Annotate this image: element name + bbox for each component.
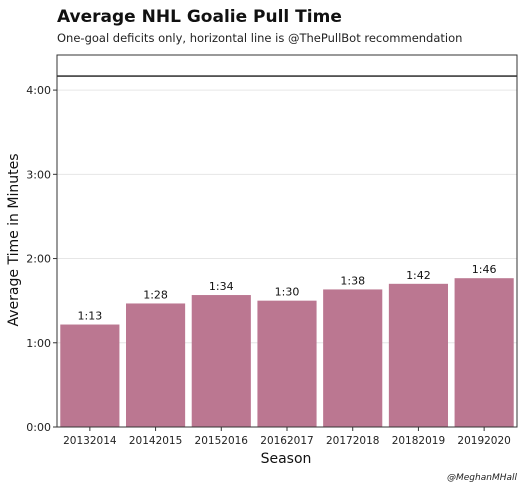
bar-20162017 bbox=[257, 300, 317, 427]
bar-20182019 bbox=[388, 283, 448, 427]
x-tick-label: 20162017 bbox=[260, 435, 313, 447]
x-axis-label: Season bbox=[260, 451, 312, 467]
data-label: 1:46 bbox=[472, 263, 497, 276]
data-label: 1:28 bbox=[143, 288, 168, 301]
data-label: 1:13 bbox=[78, 310, 103, 323]
data-label: 1:34 bbox=[209, 280, 234, 293]
bar-20172018 bbox=[323, 289, 383, 427]
bar-20152016 bbox=[191, 295, 251, 427]
bar-20142015 bbox=[126, 303, 186, 427]
data-label: 1:42 bbox=[406, 269, 431, 282]
x-tick-label: 20182019 bbox=[392, 435, 445, 447]
data-label: 1:38 bbox=[340, 274, 365, 287]
y-tick-label: 3:00 bbox=[26, 168, 51, 181]
y-tick-label: 2:00 bbox=[26, 253, 51, 266]
chart-title: Average NHL Goalie Pull Time bbox=[57, 7, 342, 27]
y-tick-label: 1:00 bbox=[26, 337, 51, 350]
chart-subtitle: One-goal deficits only, horizontal line … bbox=[57, 31, 463, 45]
x-tick-label: 20152016 bbox=[195, 435, 249, 447]
x-tick-label: 20192020 bbox=[457, 435, 510, 447]
y-tick-label: 4:00 bbox=[26, 84, 51, 97]
y-tick-label: 0:00 bbox=[26, 421, 51, 434]
bar-20132014 bbox=[60, 324, 120, 427]
x-tick-label: 20142015 bbox=[129, 435, 182, 447]
credit-text: @MeghanMHall bbox=[447, 473, 517, 483]
plot-frame bbox=[56, 54, 518, 428]
x-tick-label: 20172018 bbox=[326, 435, 379, 447]
x-tick-label: 20132014 bbox=[63, 435, 117, 447]
bar-20192020 bbox=[454, 278, 514, 427]
data-label: 1:30 bbox=[275, 286, 300, 299]
